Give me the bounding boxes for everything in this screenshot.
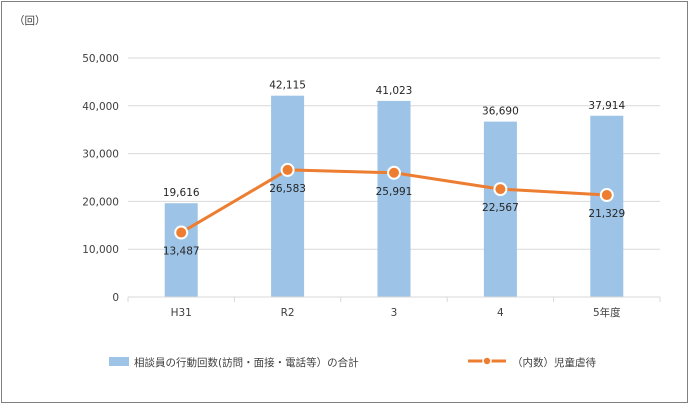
legend-swatch-marker	[482, 356, 492, 366]
bar-data-label: 19,616	[163, 187, 200, 199]
bar	[271, 95, 305, 297]
legend-label-bar: 相談員の行動回数(訪問・面接・電話等）の合計	[134, 356, 359, 369]
x-tick-label: R2	[281, 307, 295, 319]
unit-label: （回）	[14, 15, 46, 27]
line-data-label: 22,567	[482, 202, 519, 214]
data-labels: 19,616 42,115 41,023 36,690 37,914 13,487 26,5…	[163, 80, 626, 258]
line-point	[174, 225, 189, 240]
bar-series	[164, 95, 624, 298]
bar-data-label: 42,115	[269, 80, 306, 92]
bar-data-label: 37,914	[588, 100, 625, 112]
x-tick-label: H31	[171, 307, 192, 319]
y-tick-label: 40,000	[82, 101, 119, 113]
x-tick-label: 3	[391, 307, 398, 319]
y-axis: 0 10,000 20,000 30,000 40,000 50,000	[82, 53, 119, 304]
x-tick-label: 4	[497, 307, 504, 319]
line-point	[599, 188, 614, 203]
y-tick-label: 50,000	[82, 53, 119, 65]
x-tick-label: 5年度	[593, 306, 621, 319]
y-tick-label: 30,000	[82, 149, 119, 161]
line-point	[280, 162, 295, 177]
bar	[483, 121, 517, 298]
line-data-label: 25,991	[376, 186, 413, 198]
bar	[377, 100, 411, 297]
y-tick-label: 0	[112, 292, 119, 304]
y-tick-label: 20,000	[82, 196, 119, 208]
bar-data-label: 41,023	[376, 85, 413, 97]
bar	[590, 115, 624, 297]
legend: 相談員の行動回数(訪問・面接・電話等）の合計 （内数）児童虐待	[109, 356, 596, 369]
line-data-label: 13,487	[163, 246, 200, 258]
line-data-label: 26,583	[269, 183, 306, 195]
line-data-label: 21,329	[588, 208, 625, 220]
legend-label-line: （内数）児童虐待	[512, 356, 596, 369]
line-point	[387, 165, 401, 180]
legend-swatch-bar	[109, 357, 129, 366]
line-point	[493, 182, 508, 197]
bar	[164, 203, 198, 297]
x-axis: H31 R2 3 4 5年度	[127, 296, 661, 319]
line-series	[174, 162, 614, 240]
y-tick-label: 10,000	[82, 244, 119, 256]
bar-data-label: 36,690	[482, 106, 519, 118]
